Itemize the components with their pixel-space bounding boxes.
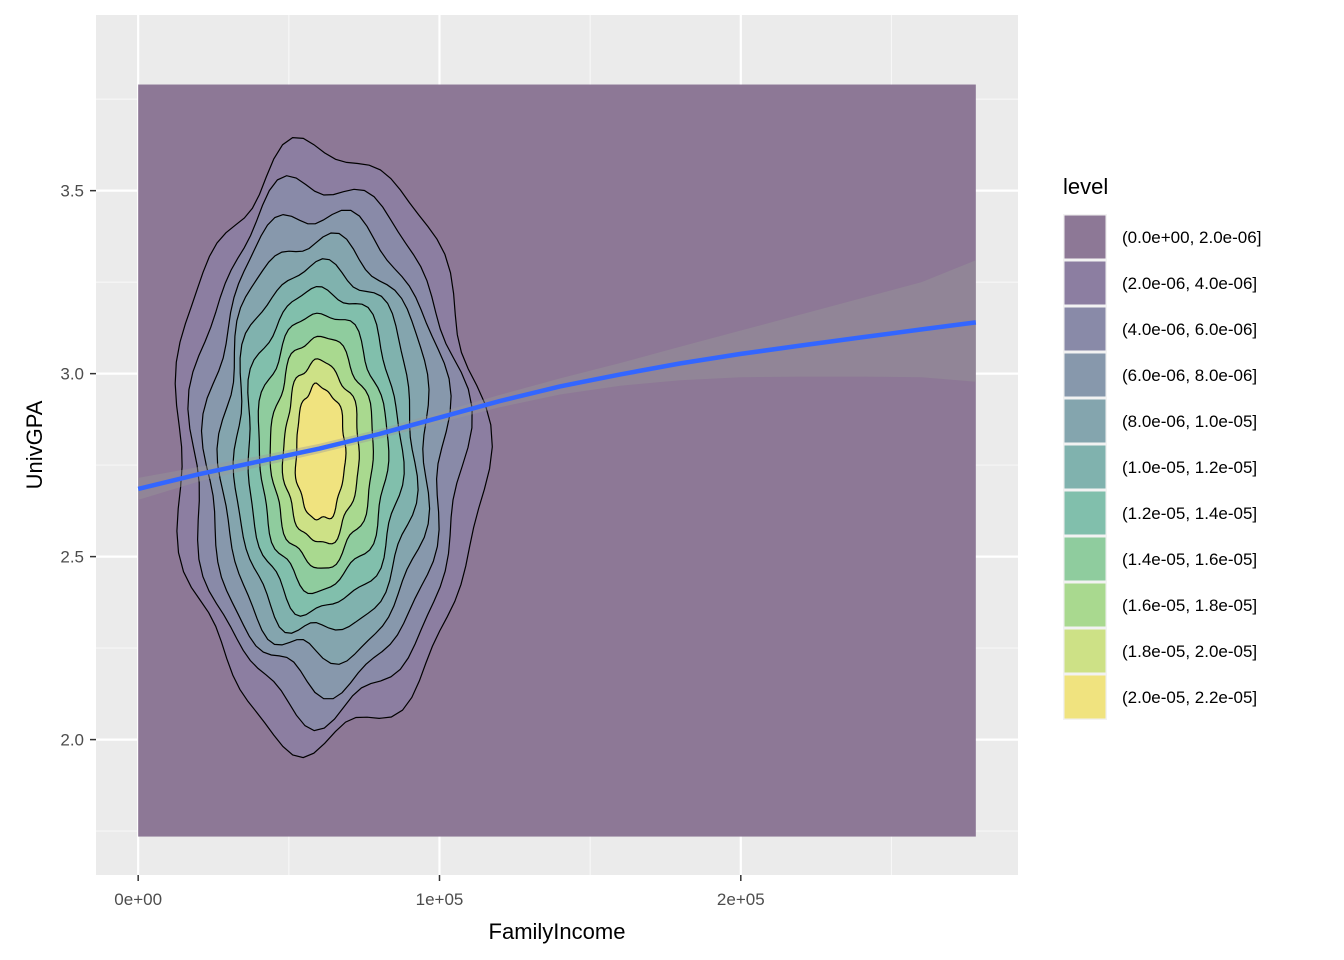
legend-label: (0.0e+00, 2.0e-06]: [1122, 228, 1261, 247]
y-axis-title: UnivGPA: [22, 400, 47, 489]
legend-label: (2.0e-06, 4.0e-06]: [1122, 274, 1257, 293]
legend-swatch: [1064, 399, 1106, 443]
legend-label: (1.0e-05, 1.2e-05]: [1122, 458, 1257, 477]
y-axis: 2.0 2.5 3.0 3.5: [60, 182, 96, 750]
legend-label: (4.0e-06, 6.0e-06]: [1122, 320, 1257, 339]
smooth-line: [137, 320, 977, 492]
legend-swatch: [1064, 629, 1106, 673]
legend-label: (1.8e-05, 2.0e-05]: [1122, 642, 1257, 661]
legend-label: (1.6e-05, 1.8e-05]: [1122, 596, 1257, 615]
x-axis: 0e+00 1e+05 2e+05: [114, 875, 765, 909]
density-contours: [138, 84, 976, 837]
y-tick-label: 3.5: [60, 182, 84, 201]
x-tick-label: 0e+00: [114, 890, 162, 909]
y-tick-label: 2.0: [60, 731, 84, 750]
legend-label: (6.0e-06, 8.0e-06]: [1122, 366, 1257, 385]
legend-label: (1.2e-05, 1.4e-05]: [1122, 504, 1257, 523]
legend-swatch: [1064, 537, 1106, 581]
x-tick-label: 1e+05: [416, 890, 464, 909]
legend-label: (2.0e-05, 2.2e-05]: [1122, 688, 1257, 707]
legend-swatch: [1064, 215, 1106, 259]
legend: level (0.0e+00, 2.0e-06] (2.0e-06, 4.0e-0…: [1063, 174, 1261, 720]
x-tick-label: 2e+05: [717, 890, 765, 909]
legend-swatch: [1064, 675, 1106, 719]
legend-label: (8.0e-06, 1.0e-05]: [1122, 412, 1257, 431]
legend-swatch: [1064, 583, 1106, 627]
legend-label: (1.4e-05, 1.6e-05]: [1122, 550, 1257, 569]
legend-swatch: [1064, 353, 1106, 397]
legend-swatch: [1064, 261, 1106, 305]
y-tick-label: 3.0: [60, 365, 84, 384]
x-axis-title: FamilyIncome: [489, 919, 626, 944]
legend-swatch: [1064, 445, 1106, 489]
legend-swatch: [1064, 307, 1106, 351]
smooth-fit: [137, 260, 977, 500]
y-tick-label: 2.5: [60, 548, 84, 567]
legend-swatch: [1064, 491, 1106, 535]
legend-title: level: [1063, 174, 1108, 199]
